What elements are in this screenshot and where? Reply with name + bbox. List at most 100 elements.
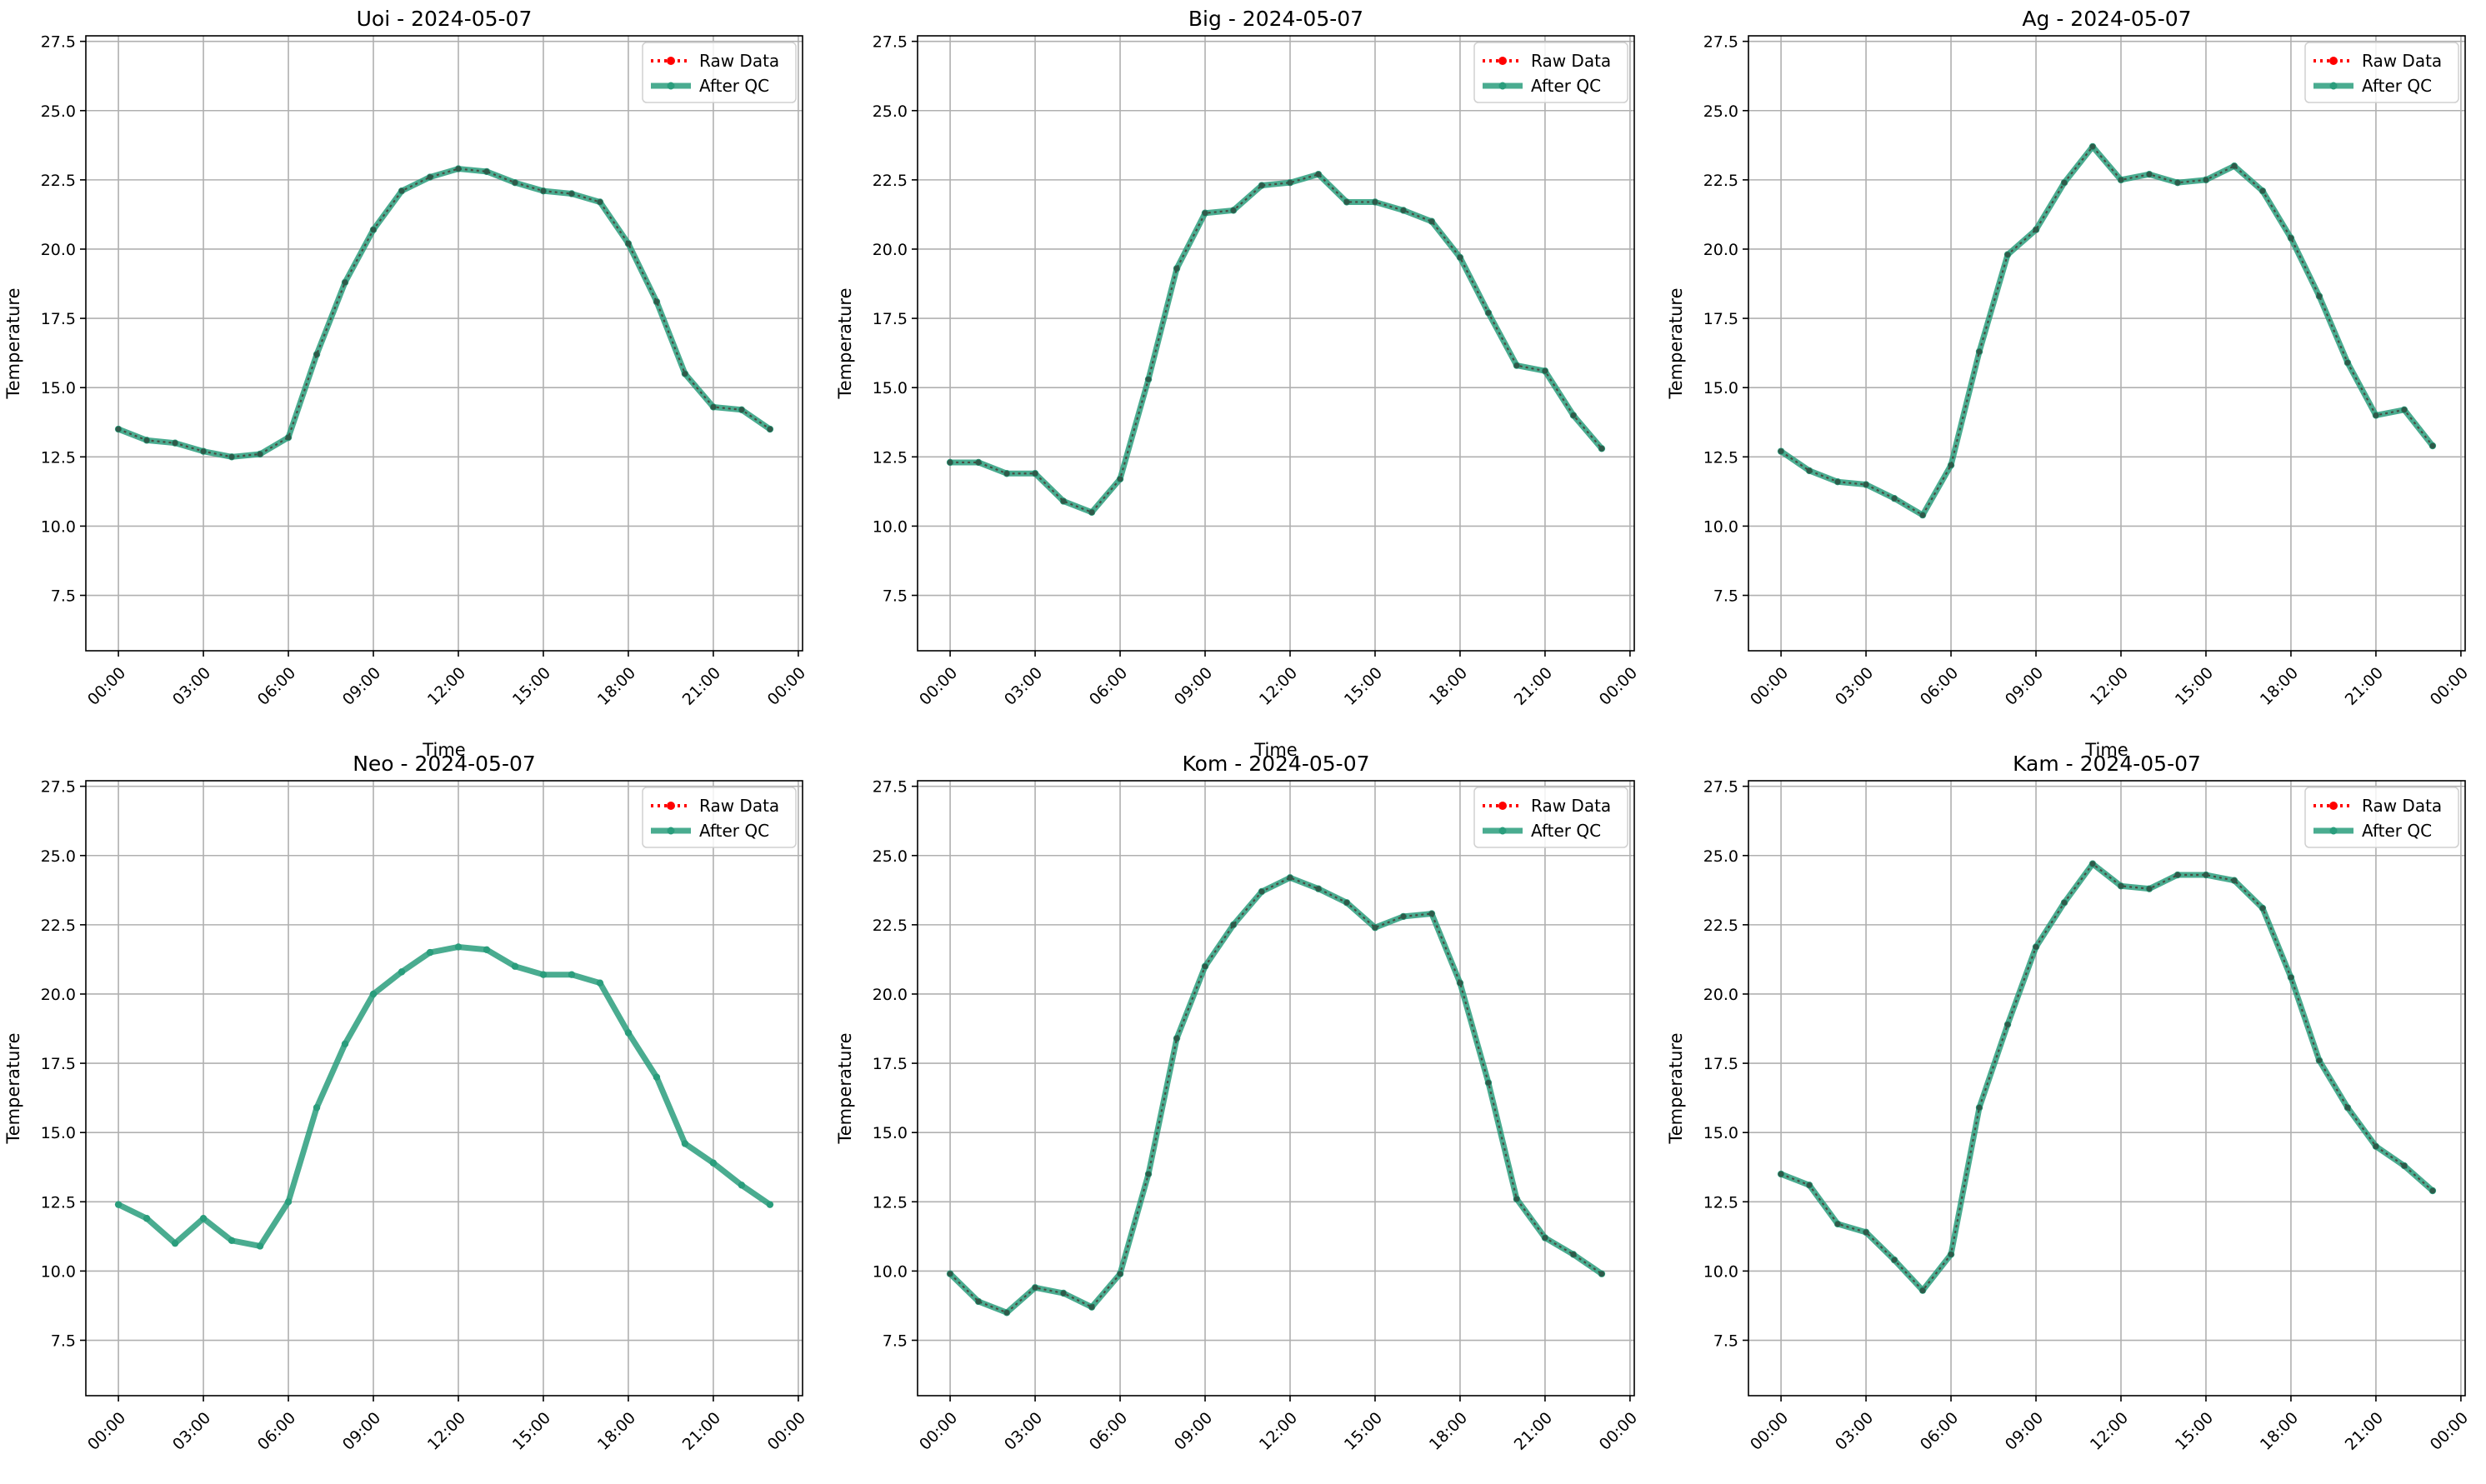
legend-label-after-qc: After QC [2362, 821, 2432, 841]
x-tick-label: 06:00 [254, 1409, 299, 1454]
raw-data-point [1863, 1229, 1869, 1236]
raw-data-point [1060, 498, 1067, 504]
x-tick-label: 00:00 [1747, 664, 1792, 709]
chart-panel-4: 7.5 10.0 12.5 15.0 17.5 20.0 22.5 25.0 27.5 00:00… [835, 752, 1641, 1454]
raw-data-point [115, 426, 122, 432]
raw-data-point [455, 166, 462, 172]
y-tick-label: 22.5 [1703, 172, 1738, 190]
raw-data-point [143, 437, 150, 443]
legend-label-raw-data: Raw Data [1531, 796, 1611, 816]
legend-raw-marker [667, 802, 675, 810]
raw-data-point [1598, 1271, 1605, 1277]
after-qc-point [313, 1104, 321, 1112]
y-tick-label: 17.5 [873, 1055, 908, 1073]
y-tick-label: 15.0 [873, 1124, 908, 1142]
legend: Raw Data After QC [642, 787, 797, 848]
after-qc-point [681, 1140, 689, 1147]
raw-data-point [2231, 877, 2238, 884]
y-tick-label: 7.5 [1713, 1332, 1738, 1351]
after-qc-point [539, 971, 548, 978]
plot-frame [85, 780, 803, 1397]
x-tick-label: 09:00 [1171, 1409, 1216, 1454]
raw-data-point [1834, 1221, 1841, 1227]
raw-data-point [172, 440, 178, 447]
y-tick-label: 22.5 [873, 917, 908, 935]
after-qc-point [568, 971, 576, 978]
raw-data-point [2089, 861, 2096, 867]
after-qc-point [624, 1029, 633, 1037]
x-tick-label: 12:00 [424, 664, 469, 709]
plot-frame [1748, 35, 2466, 652]
raw-data-point [2231, 162, 2238, 169]
raw-data-point [228, 453, 235, 460]
raw-data-point [1032, 1284, 1038, 1291]
x-tick-label: 15:00 [2172, 1409, 2217, 1454]
y-tick-label: 7.5 [883, 1332, 908, 1351]
raw-data-point [1948, 462, 1954, 468]
y-tick-label: 15.0 [41, 1124, 76, 1142]
raw-data-point [1976, 1104, 1983, 1111]
raw-data-point [313, 351, 320, 357]
y-tick-label: 7.5 [51, 1332, 76, 1351]
x-tick-label: 18:00 [2257, 664, 2302, 709]
raw-data-point [1513, 1196, 1520, 1202]
raw-data-point [2174, 872, 2181, 878]
y-tick-label: 12.5 [873, 448, 908, 467]
raw-data-point [285, 434, 292, 441]
raw-data-point [2118, 177, 2124, 183]
legend-qc-marker [1498, 82, 1507, 90]
legend-qc-marker [1498, 827, 1507, 835]
x-tick-label: 00:00 [2427, 1409, 2472, 1454]
x-tick-label: 06:00 [254, 664, 299, 709]
y-tick-label: 22.5 [41, 917, 76, 935]
raw-data-point [512, 179, 518, 186]
legend-label-after-qc: After QC [1531, 821, 1601, 841]
after-qc-point [341, 1040, 349, 1048]
raw-data-point [1315, 171, 1322, 177]
y-tick-label: 10.0 [1703, 517, 1738, 536]
y-tick-label: 27.5 [41, 33, 76, 52]
x-tick-label: 00:00 [84, 1409, 129, 1454]
raw-data-point [1513, 362, 1520, 368]
raw-data-point [1863, 482, 1869, 487]
raw-data-point [1287, 874, 1293, 881]
raw-data-point [1372, 924, 1378, 931]
y-tick-label: 27.5 [41, 778, 76, 797]
x-tick-label: 09:00 [1171, 664, 1216, 709]
x-tick-label: 00:00 [764, 1409, 809, 1454]
y-axis-label: Temperature [3, 287, 23, 399]
raw-data-point [1400, 207, 1407, 213]
legend-raw-marker [667, 57, 675, 65]
x-tick-label: 00:00 [916, 1409, 961, 1454]
legend-raw-marker [2329, 802, 2338, 810]
raw-data-point [1258, 182, 1265, 188]
y-axis-label: Temperature [1666, 1032, 1686, 1144]
raw-data-point [682, 371, 688, 377]
x-tick-label: 00:00 [916, 664, 961, 709]
raw-data-point [2344, 1104, 2351, 1111]
raw-data-point [1891, 495, 1898, 502]
raw-data-point [2429, 442, 2436, 449]
chart-panel-1: 7.5 10.0 12.5 15.0 17.5 20.0 22.5 25.0 27.5 00:00… [835, 7, 1641, 760]
raw-data-point [1485, 310, 1492, 316]
after-qc-point [596, 979, 604, 987]
raw-data-point [2316, 293, 2323, 299]
x-tick-label: 06:00 [1917, 1409, 1962, 1454]
raw-data-point [1315, 886, 1322, 892]
raw-data-point [2316, 1057, 2323, 1064]
raw-data-point [1003, 470, 1010, 477]
legend: Raw Data After QC [1473, 787, 1628, 848]
x-tick-label: 18:00 [2257, 1409, 2302, 1454]
raw-data-point [2089, 143, 2096, 150]
after-qc-point [653, 1073, 661, 1081]
plot-frame [917, 780, 1635, 1397]
y-tick-label: 12.5 [1703, 1193, 1738, 1212]
after-qc-point [511, 962, 519, 970]
raw-data-point [1230, 207, 1237, 213]
x-tick-label: 03:00 [1832, 1409, 1877, 1454]
x-tick-label: 12:00 [2087, 664, 2132, 709]
y-tick-label: 25.0 [873, 847, 908, 866]
x-tick-label: 12:00 [424, 1409, 469, 1454]
y-tick-label: 10.0 [873, 517, 908, 536]
